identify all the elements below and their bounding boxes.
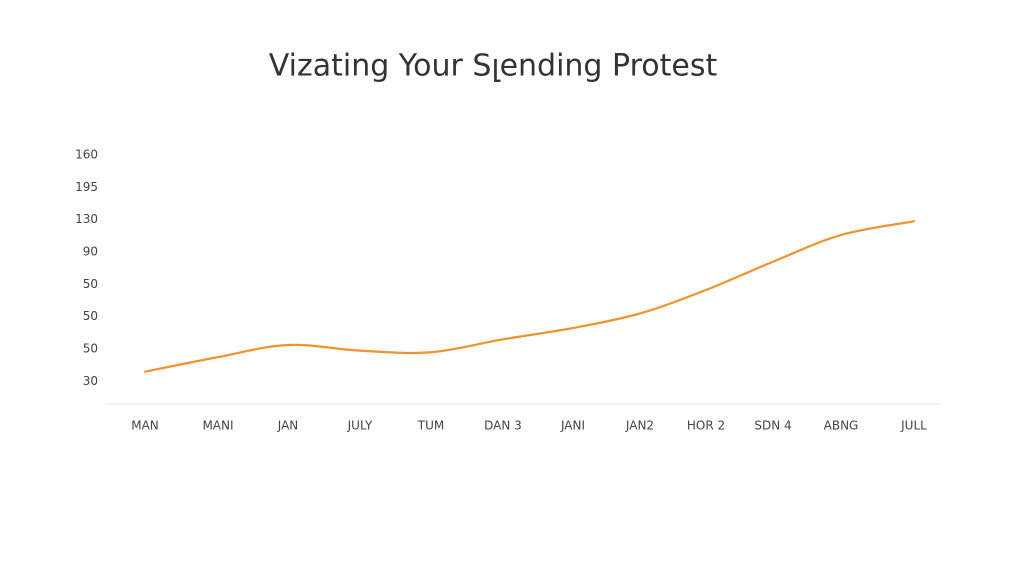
chart-title: Vizating Your Sլending Protest (269, 49, 718, 84)
x-tick-label: JANI (560, 419, 585, 433)
x-tick-label: SDN 4 (754, 419, 791, 433)
x-tick-label: HOR 2 (687, 419, 725, 433)
y-tick-label: 50 (83, 277, 98, 291)
x-tick-label: MAN (131, 419, 159, 433)
y-tick-label: 50 (83, 309, 98, 323)
y-tick-label: 90 (83, 245, 98, 259)
x-tick-label: JAN2 (625, 419, 654, 433)
x-tick-label: MANI (202, 419, 233, 433)
y-tick-label: 130 (75, 212, 98, 226)
y-tick-label: 30 (83, 374, 98, 388)
x-tick-label: TUM (417, 419, 444, 433)
x-tick-label: JULL (900, 419, 927, 433)
x-tick-label: JAN (277, 419, 299, 433)
data-line (143, 220, 916, 373)
x-tick-label: ABNG (824, 419, 859, 433)
y-tick-label: 160 (75, 148, 98, 162)
x-tick-label: DAN 3 (484, 419, 522, 433)
y-tick-label: 50 (83, 342, 98, 356)
y-tick-label: 195 (75, 180, 98, 194)
x-tick-label: JULY (347, 419, 373, 433)
